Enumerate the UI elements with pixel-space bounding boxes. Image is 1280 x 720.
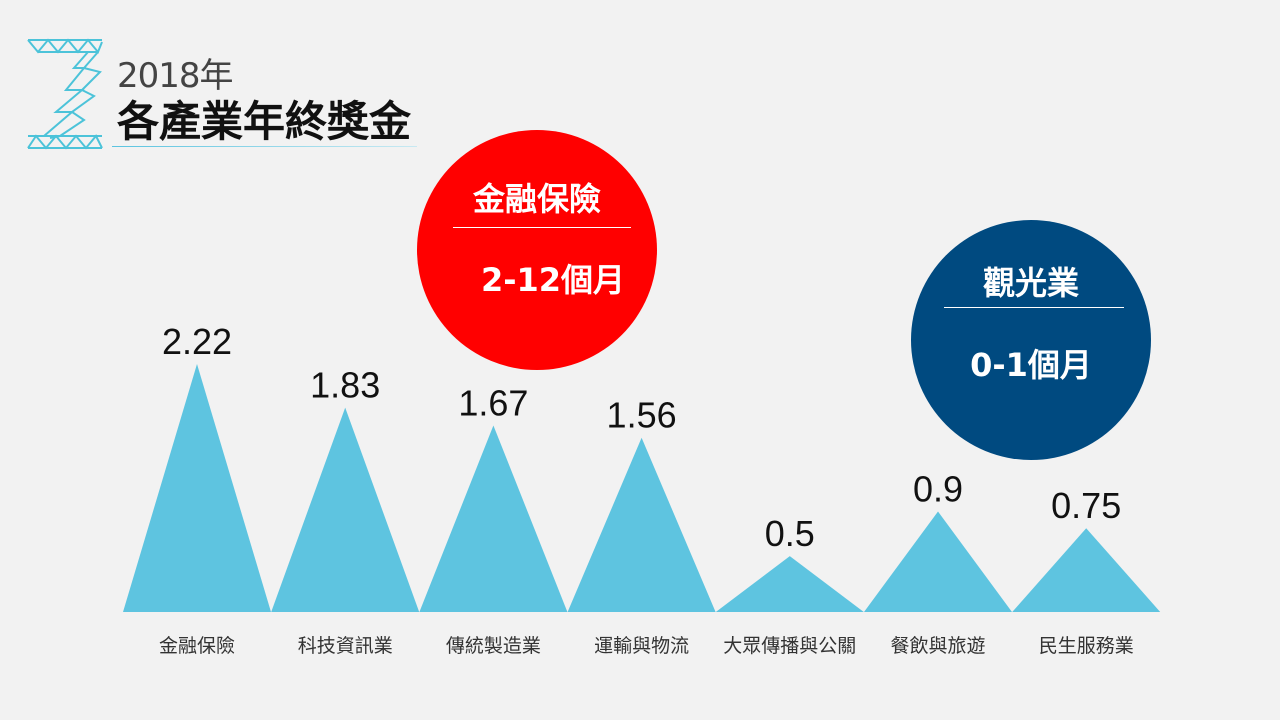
bar-mark: [864, 511, 1012, 612]
data-label: 0.9: [913, 468, 963, 509]
callout-tourism-title: 觀光業: [982, 264, 1079, 302]
bar-mark: [567, 437, 716, 612]
data-label: 0.75: [1051, 485, 1121, 526]
data-label: 0.5: [765, 513, 815, 554]
callout-tourism-value: 0-1個月: [970, 346, 1092, 384]
bar-mark: [1012, 528, 1161, 612]
data-label: 2.22: [162, 321, 232, 362]
category-label: 餐飲與旅遊: [890, 635, 985, 657]
title-underline: [112, 146, 417, 147]
callout-finance-divider: [453, 227, 631, 228]
category-label: 運輸與物流: [594, 635, 689, 657]
chart-title: 各產業年終獎金: [117, 97, 412, 146]
z-lattice-logo-icon: [27, 38, 103, 150]
category-label: 傳統製造業: [446, 635, 541, 657]
callout-finance-value: 2-12個月: [480, 261, 626, 299]
data-label: 1.83: [310, 365, 380, 406]
category-label: 民生服務業: [1039, 635, 1134, 657]
chart-subtitle: 2018年: [117, 56, 234, 96]
data-label: 1.56: [607, 395, 677, 436]
category-label: 金融保險: [159, 635, 235, 657]
callout-tourism: 觀光業 0-1個月: [911, 220, 1151, 460]
callout-tourism-divider: [944, 307, 1124, 308]
bar-mark: [419, 425, 568, 612]
callout-finance: 金融保險 2-12個月: [417, 130, 657, 370]
bar-mark: [271, 407, 420, 612]
bar-mark: [123, 364, 271, 612]
category-label: 大眾傳播與公關: [723, 635, 856, 657]
bar-mark: [715, 556, 864, 612]
callout-finance-title: 金融保險: [472, 180, 601, 218]
data-label: 1.67: [458, 382, 528, 423]
category-label: 科技資訊業: [298, 635, 393, 657]
